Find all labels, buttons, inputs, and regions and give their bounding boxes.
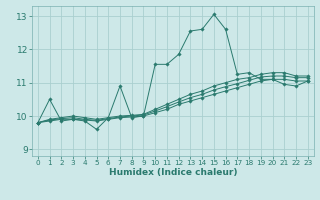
X-axis label: Humidex (Indice chaleur): Humidex (Indice chaleur) <box>108 168 237 177</box>
